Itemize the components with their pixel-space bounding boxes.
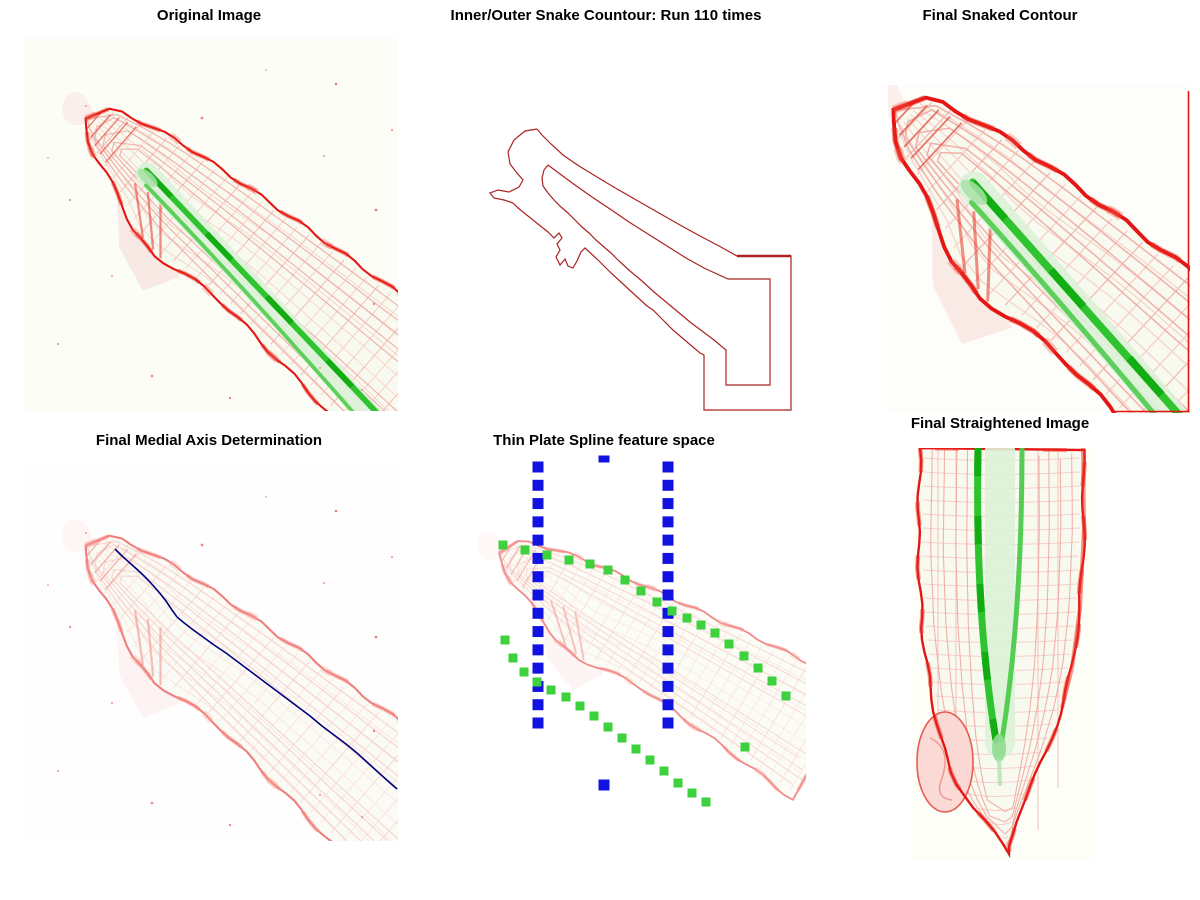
tps-grid-point [532, 717, 544, 729]
contour-feature-point [542, 550, 552, 560]
root-image [888, 85, 1190, 413]
contour-feature-point [546, 685, 556, 695]
contour-feature-point [753, 663, 763, 673]
vascular-strand [135, 162, 398, 411]
vascular-strand [958, 171, 1190, 413]
tps-grid-point [662, 644, 674, 656]
contour-feature-point [767, 676, 777, 686]
tps-grid-point [662, 534, 674, 546]
panel-tps-feature-space [460, 452, 806, 822]
contour-feature-point [652, 597, 662, 607]
contour-feature-points [498, 540, 791, 807]
contour-feature-point [701, 797, 711, 807]
contour-feature-point [645, 755, 655, 765]
panel-straightened-image [912, 448, 1094, 860]
tps-grid-point [662, 589, 674, 601]
tps-grid-point [662, 571, 674, 583]
contour-feature-point [739, 651, 749, 661]
inner-snake-contour [541, 164, 771, 386]
contour-feature-point [589, 711, 599, 721]
tps-grid-point [532, 662, 544, 674]
panel-original-image [24, 38, 398, 411]
contour-border [1112, 91, 1190, 413]
contour-feature-point [667, 606, 677, 616]
contour-feature-point [603, 565, 613, 575]
tps-grid-point [532, 461, 544, 473]
tps-grid-point [532, 498, 544, 510]
panel-medial-axis [24, 465, 398, 841]
contour-feature-point [696, 620, 706, 630]
medial-axis-line [114, 548, 398, 790]
contour-feature-point [673, 778, 683, 788]
contour-feature-point [620, 575, 630, 585]
cell-wall-signal [477, 531, 806, 804]
contour-feature-point [508, 653, 518, 663]
panel-title-straightened-image: Final Straightened Image [910, 415, 1090, 432]
tps-grid-point [532, 516, 544, 528]
tps-grid-point [598, 779, 610, 791]
speckle-dots [47, 69, 393, 400]
tps-grid-point [662, 699, 674, 711]
speckle-dots [47, 496, 393, 827]
tps-grid-point [662, 479, 674, 491]
tps-grid-point [662, 626, 674, 638]
root-image [915, 448, 1088, 860]
vascular-strand [974, 448, 1025, 786]
contour-feature-point [687, 788, 697, 798]
contour-feature-point [636, 586, 646, 596]
contour-feature-point [740, 742, 750, 752]
tps-grid-point [662, 461, 674, 473]
root-image [477, 531, 806, 804]
contour-feature-point [724, 639, 734, 649]
tps-grid-point [532, 479, 544, 491]
panel-title-medial-axis: Final Medial Axis Determination [95, 432, 323, 449]
cell-wall-signal [62, 519, 398, 841]
tps-grid-point [662, 498, 674, 510]
contour-feature-point [710, 628, 720, 638]
tps-grid-point [662, 516, 674, 528]
contour-feature-point [519, 667, 529, 677]
contour-feature-point [682, 613, 692, 623]
tps-grid-point [598, 455, 610, 463]
contour-feature-point [603, 722, 613, 732]
contour-feature-point [585, 559, 595, 569]
panel-snake-contour [489, 128, 792, 411]
contour-feature-point [781, 691, 791, 701]
contour-feature-point [520, 545, 530, 555]
contour-feature-point [532, 677, 542, 687]
tps-grid-point [532, 589, 544, 601]
contour-feature-point [575, 701, 585, 711]
panel-final-snaked-contour [888, 85, 1190, 413]
tps-grid-point [662, 717, 674, 729]
contour-feature-point [498, 540, 508, 550]
panel-title-snake-contour: Inner/Outer Snake Countour: Run 110 time… [450, 7, 762, 24]
tps-grid-point [662, 552, 674, 564]
tps-grid-point [532, 534, 544, 546]
tps-grid-point [532, 552, 544, 564]
root-image [62, 519, 398, 841]
contour-feature-point [564, 555, 574, 565]
contour-feature-point [500, 635, 510, 645]
panel-title-final-snaked-contour: Final Snaked Contour [922, 7, 1078, 24]
contour-feature-point [631, 744, 641, 754]
tps-grid-point [532, 699, 544, 711]
panel-title-tps-feature-space: Thin Plate Spline feature space [493, 432, 715, 449]
tps-grid-point [532, 607, 544, 619]
tps-grid-point [662, 662, 674, 674]
tps-grid-point [662, 680, 674, 692]
contour-feature-point [561, 692, 571, 702]
tps-grid-point [532, 626, 544, 638]
contour-feature-point [617, 733, 627, 743]
panel-title-original-image: Original Image [156, 7, 262, 24]
tps-grid-point [532, 644, 544, 656]
contour-feature-point [659, 766, 669, 776]
tps-grid-point [532, 571, 544, 583]
root-image [62, 92, 398, 411]
outer-snake-contour [489, 128, 792, 411]
